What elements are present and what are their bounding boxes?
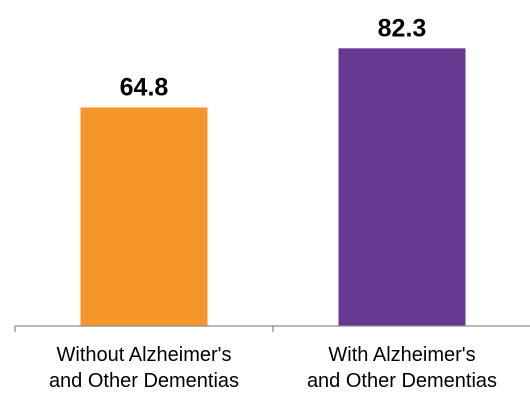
bars-group bbox=[80, 48, 466, 327]
value-labels-group: 64.8 82.3 bbox=[120, 14, 427, 101]
category-labels-group: Without Alzheimer's and Other DementiasWi… bbox=[49, 344, 497, 392]
value-label-2: 82.3 bbox=[378, 14, 427, 42]
category-label-1-line-1: Without Alzheimer's bbox=[57, 344, 232, 366]
bar-1 bbox=[80, 107, 208, 327]
category-label-2-line-2: and Other Dementias bbox=[307, 370, 497, 392]
category-label-2: With Alzheimer's and Other Dementias bbox=[307, 344, 497, 392]
x-axis bbox=[14, 325, 530, 332]
bar-2 bbox=[338, 48, 466, 327]
category-label-1-line-2: and Other Dementias bbox=[49, 370, 239, 392]
category-label-2-line-1: With Alzheimer's bbox=[328, 344, 475, 366]
value-label-1: 64.8 bbox=[120, 73, 169, 101]
category-label-1: Without Alzheimer's and Other Dementias bbox=[49, 344, 239, 392]
